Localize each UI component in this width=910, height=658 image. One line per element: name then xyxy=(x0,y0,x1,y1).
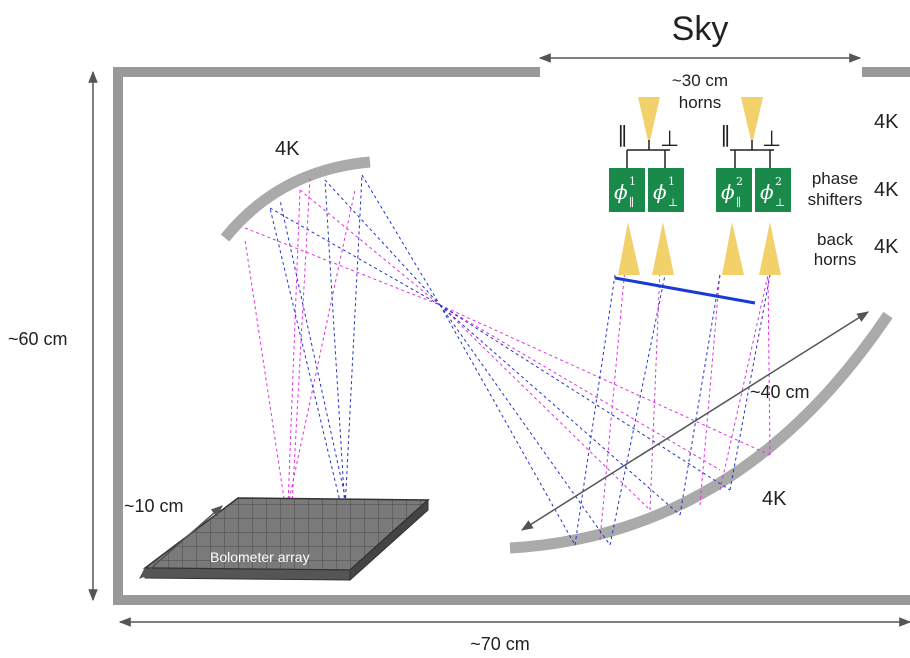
shifters-label: shifters xyxy=(808,190,863,209)
svg-text:2: 2 xyxy=(775,175,782,188)
large-mirror xyxy=(509,311,893,554)
height-60-label: ~60 cm xyxy=(8,329,68,349)
dist-10-label: ~10 cm xyxy=(124,496,184,516)
svg-text:1: 1 xyxy=(668,175,675,188)
horn-branches xyxy=(626,140,774,170)
svg-text:⊥: ⊥ xyxy=(775,196,785,209)
svg-text:ϕ: ϕ xyxy=(653,180,667,204)
perp-symbol-1: ⊥ xyxy=(660,126,679,151)
svg-text:∥: ∥ xyxy=(736,196,741,209)
perp-symbol-2: ⊥ xyxy=(762,126,781,151)
enclosure xyxy=(113,67,910,605)
phase-label: phase xyxy=(812,169,858,188)
phase-shifter-labels: ϕ 1 ∥ ϕ 1 ⊥ ϕ 2 ∥ ϕ 2 ⊥ xyxy=(614,175,785,209)
svg-text:1: 1 xyxy=(629,175,636,188)
bolometer-label: Bolometer array xyxy=(210,549,310,565)
rays xyxy=(244,174,771,546)
svg-text:2: 2 xyxy=(736,175,743,188)
width-70-label: ~70 cm xyxy=(470,634,530,654)
horns-label: horns xyxy=(679,93,722,112)
back-label: back xyxy=(817,230,853,249)
dist-40-label: ~40 cm xyxy=(750,382,810,402)
back-horns xyxy=(618,222,781,275)
bolometer-array xyxy=(142,497,430,582)
mirror-top-4k-label: 4K xyxy=(275,138,300,160)
svg-text:∥: ∥ xyxy=(629,196,634,209)
parallel-symbol-1: ∥ xyxy=(617,122,628,147)
svg-text:ϕ: ϕ xyxy=(721,180,735,204)
filter-line xyxy=(614,276,756,305)
parallel-symbol-2: ∥ xyxy=(720,122,731,147)
width-30-label: ~30 cm xyxy=(672,71,728,90)
sky-label: Sky xyxy=(672,10,729,48)
top-horns xyxy=(638,97,763,145)
dimension-arrows xyxy=(88,53,910,627)
svg-text:⊥: ⊥ xyxy=(668,196,678,209)
svg-text:ϕ: ϕ xyxy=(614,180,628,204)
svg-text:ϕ: ϕ xyxy=(760,180,774,204)
top-mirror xyxy=(220,156,371,242)
back-horns-label: horns xyxy=(814,250,857,269)
temp-4k-label-3: 4K xyxy=(874,236,899,258)
temp-4k-label-2: 4K xyxy=(874,179,899,201)
temp-4k-label-1: 4K xyxy=(874,111,899,133)
phase-shifters xyxy=(609,168,791,212)
mirror-bottom-4k-label: 4K xyxy=(762,488,787,510)
